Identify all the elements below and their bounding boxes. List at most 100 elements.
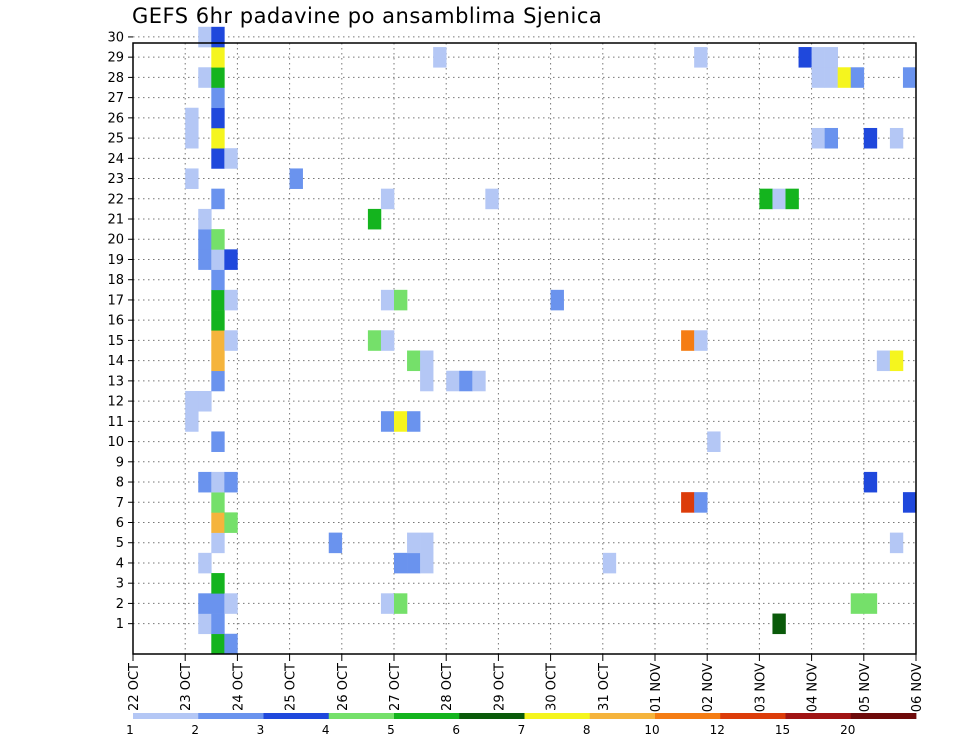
x-tick-label: 05 NOV bbox=[858, 663, 873, 712]
y-tick-label: 17 bbox=[107, 293, 124, 308]
heatmap-cell bbox=[211, 188, 225, 210]
heatmap-cell bbox=[772, 188, 786, 210]
legend-label: 7 bbox=[518, 723, 526, 737]
heatmap-cell bbox=[185, 168, 199, 189]
heatmap-cell bbox=[772, 613, 786, 635]
heatmap-cell bbox=[211, 492, 225, 513]
heatmap-cell bbox=[394, 411, 408, 432]
y-tick-label: 14 bbox=[107, 354, 124, 369]
heatmap-cell bbox=[289, 168, 303, 189]
heatmap-cell bbox=[211, 310, 225, 331]
legend-swatch bbox=[850, 713, 917, 719]
heatmap-cell bbox=[394, 552, 408, 574]
heatmap-cell bbox=[211, 289, 225, 311]
heatmap-cell bbox=[224, 330, 238, 351]
heatmap-cell bbox=[380, 188, 395, 210]
y-tick-label: 3 bbox=[116, 577, 124, 592]
y-tick-label: 22 bbox=[107, 192, 124, 207]
heatmap-cell bbox=[211, 573, 225, 594]
heatmap-cell bbox=[224, 593, 238, 614]
heatmap-cell bbox=[433, 47, 447, 68]
heatmap-cell bbox=[211, 249, 225, 270]
heatmap-cell bbox=[407, 350, 421, 372]
heatmap-cell bbox=[211, 47, 225, 68]
heatmap-cell bbox=[211, 613, 225, 635]
x-tick-label: 25 OCT bbox=[284, 663, 299, 711]
y-tick-label: 13 bbox=[107, 374, 124, 389]
heatmap-cell bbox=[811, 127, 825, 149]
heatmap-cell bbox=[224, 289, 238, 311]
heatmap-cell bbox=[198, 593, 212, 614]
heatmap-cell bbox=[420, 370, 434, 392]
heatmap-cell bbox=[824, 127, 838, 149]
heatmap-cell bbox=[211, 431, 225, 452]
heatmap-cell bbox=[328, 532, 343, 554]
plot-frame bbox=[132, 42, 917, 655]
heatmap-cell bbox=[198, 67, 212, 88]
heatmap-cell bbox=[211, 633, 225, 655]
heatmap-cell bbox=[407, 532, 421, 554]
heatmap-cell bbox=[459, 370, 473, 392]
heatmap-cell bbox=[681, 492, 695, 513]
y-tick-label: 11 bbox=[107, 415, 124, 430]
x-tick-label: 02 NOV bbox=[701, 663, 716, 712]
heatmap-cell bbox=[224, 249, 238, 270]
legend-swatch bbox=[198, 713, 264, 719]
heatmap-cell bbox=[185, 390, 199, 412]
heatmap-cell bbox=[198, 26, 212, 48]
legend-swatch bbox=[524, 713, 591, 719]
heatmap-cell bbox=[694, 492, 708, 513]
chart-title: GEFS 6hr padavine po ansamblima Sjenica bbox=[132, 4, 603, 28]
heatmap-cell bbox=[889, 350, 904, 372]
heatmap-cell bbox=[211, 67, 225, 88]
heatmap-cell bbox=[811, 67, 825, 88]
heatmap-cell bbox=[198, 229, 212, 250]
heatmap-cell bbox=[380, 330, 395, 351]
y-tick-label: 7 bbox=[116, 496, 124, 511]
heatmap-cell bbox=[863, 127, 878, 149]
y-tick-label: 1 bbox=[116, 617, 124, 632]
heatmap-cell bbox=[211, 127, 225, 149]
heatmap-cell bbox=[759, 188, 773, 210]
heatmap-cell bbox=[198, 390, 212, 412]
legend-label: 20 bbox=[840, 723, 855, 737]
legend-label: 12 bbox=[710, 723, 725, 737]
x-tick-label: 28 OCT bbox=[440, 663, 455, 711]
x-tick-label: 24 OCT bbox=[231, 663, 246, 711]
heatmap-cell bbox=[420, 532, 434, 554]
heatmap-cell bbox=[367, 208, 382, 230]
y-tick-label: 18 bbox=[107, 273, 124, 288]
legend-swatch bbox=[655, 713, 721, 719]
heatmap-cell bbox=[185, 411, 199, 432]
y-tick-label: 5 bbox=[116, 536, 124, 551]
y-tick-label: 24 bbox=[107, 152, 124, 167]
heatmap-cell bbox=[850, 67, 865, 88]
heatmap-cell bbox=[224, 471, 238, 493]
heatmap-cell bbox=[211, 532, 225, 554]
heatmap-cell bbox=[211, 26, 225, 48]
legend-label: 10 bbox=[644, 723, 659, 737]
y-tick-label: 9 bbox=[116, 455, 124, 470]
y-tick-label: 16 bbox=[107, 314, 124, 329]
heatmap-cell bbox=[211, 512, 225, 533]
legend-swatch bbox=[720, 713, 786, 719]
legend-label: 15 bbox=[775, 723, 790, 737]
heatmap-cell bbox=[211, 471, 225, 493]
heatmap-cell bbox=[211, 350, 225, 372]
legend-label: 8 bbox=[583, 723, 591, 737]
heatmap-cell bbox=[211, 269, 225, 291]
x-tick-label: 31 OCT bbox=[597, 663, 612, 711]
heatmap-cell bbox=[211, 229, 225, 250]
heatmap-cell bbox=[824, 67, 838, 88]
heatmap-cell bbox=[394, 593, 408, 614]
heatmap-cell bbox=[811, 47, 825, 68]
legend-label: 3 bbox=[257, 723, 265, 737]
heatmap-cell bbox=[863, 593, 878, 614]
heatmap-cell bbox=[602, 552, 617, 574]
heatmap-cell bbox=[185, 107, 199, 129]
heatmap-cell bbox=[380, 593, 395, 614]
heatmap-cell bbox=[380, 289, 395, 311]
heatmap-cell bbox=[785, 188, 799, 210]
